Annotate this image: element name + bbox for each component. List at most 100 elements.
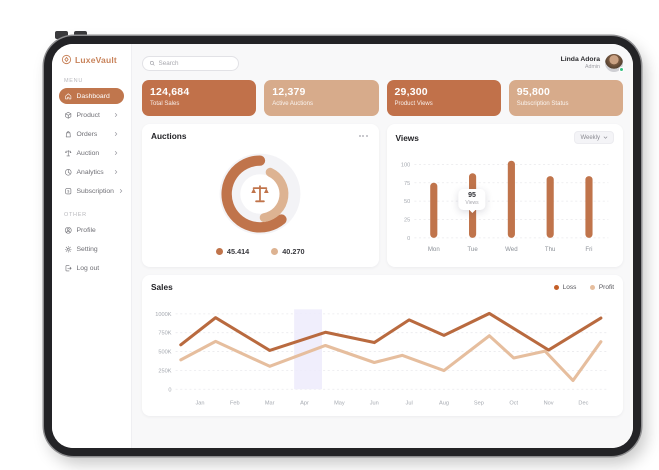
- svg-text:Tue: Tue: [467, 246, 478, 253]
- auctions-donut-chart: [151, 141, 370, 247]
- stat-card-product-views: 29,300 Product Views: [386, 80, 501, 116]
- more-options-icon[interactable]: [357, 132, 370, 140]
- stat-label: Total Sales: [150, 100, 180, 107]
- views-card: Views Weekly 0 25 50 75 100 Mon Tue Wed Thu Fri 9…: [386, 124, 623, 267]
- auction-icon: [64, 149, 73, 158]
- views-filter-dropdown[interactable]: Weekly: [574, 131, 614, 144]
- charts-row: Auctions 45.414 40.270 Views Weekly: [142, 124, 623, 267]
- logout-icon: [64, 264, 73, 273]
- sidebar-item-orders[interactable]: Orders: [59, 126, 124, 142]
- sidebar-item-product[interactable]: Product: [59, 107, 124, 123]
- svg-text:75: 75: [404, 181, 410, 187]
- stat-value: 29,300: [394, 86, 428, 98]
- sidebar-item-label: Dashboard: [76, 92, 110, 100]
- user-role: Admin: [584, 64, 600, 70]
- chevron-right-icon: [118, 188, 124, 194]
- sidebar-item-dashboard[interactable]: Dashboard: [59, 88, 124, 104]
- tooltip-value: 95: [468, 192, 476, 200]
- stat-card-active-auctions: 12,379 Active Auctions: [264, 80, 379, 116]
- menu-section-label: MENU: [64, 78, 83, 84]
- sidebar: LuxeVault MENU Dashboard Product Orders Auc…: [52, 44, 132, 448]
- tooltip-label: Views: [465, 200, 479, 207]
- sidebar-item-subscription[interactable]: $ Subscription: [59, 183, 124, 199]
- stat-value: 124,684: [150, 86, 190, 98]
- svg-text:Jun: Jun: [370, 401, 379, 407]
- legend-item: 45.414: [215, 247, 250, 256]
- auctions-card: Auctions 45.414 40.270: [142, 124, 379, 267]
- stats-row: 124,684 Total Sales 12,379 Active Auctions 2…: [142, 80, 623, 116]
- analytics-icon: [64, 168, 73, 177]
- user-menu[interactable]: Linda Adora Admin: [561, 54, 624, 72]
- other-nav: Profile Setting Log out: [59, 222, 124, 276]
- home-icon: [64, 92, 73, 101]
- chevron-down-icon: [603, 136, 608, 139]
- legend-dot: [554, 284, 560, 290]
- legend-item: 40.270: [271, 247, 305, 256]
- sidebar-item-label: Product: [76, 111, 100, 119]
- online-status-dot: [619, 67, 624, 72]
- svg-text:50: 50: [404, 199, 410, 205]
- legend-dot: [215, 248, 223, 255]
- avatar[interactable]: [605, 54, 624, 72]
- svg-text:$: $: [67, 189, 69, 193]
- sales-legend: Loss Profit: [554, 284, 614, 291]
- subscription-icon: $: [64, 187, 73, 196]
- legend-value: 40.270: [282, 247, 305, 256]
- sales-line-chart: 0 250K 500K 750K 1000K Jan Feb Mar Apr May Jun Jul A…: [151, 295, 614, 416]
- stat-value: 95,800: [516, 86, 551, 98]
- orders-icon: [64, 130, 73, 139]
- svg-text:Dec: Dec: [578, 401, 588, 407]
- svg-text:Nov: Nov: [544, 401, 554, 407]
- search-box[interactable]: [142, 55, 239, 71]
- sidebar-item-label: Setting: [76, 245, 98, 253]
- svg-text:Mar: Mar: [265, 401, 275, 407]
- auctions-title: Auctions: [151, 131, 187, 141]
- svg-text:0: 0: [168, 387, 171, 393]
- sidebar-item-label: Subscription: [76, 187, 114, 195]
- sidebar-item-label: Log out: [76, 264, 100, 272]
- dashboard-screen: LuxeVault MENU Dashboard Product Orders Auc…: [52, 44, 633, 448]
- stat-label: Product Views: [394, 100, 433, 107]
- sidebar-item-label: Auction: [76, 149, 100, 157]
- svg-text:750K: 750K: [158, 331, 171, 337]
- logo-text: LuxeVault: [75, 54, 117, 65]
- auctions-legend: 45.414 40.270: [151, 247, 370, 256]
- legend-dot: [590, 284, 596, 290]
- search-input[interactable]: [158, 59, 232, 67]
- sidebar-item-label: Analytics: [76, 168, 104, 176]
- svg-text:Jan: Jan: [195, 401, 204, 407]
- sidebar-item-label: Profile: [76, 226, 96, 234]
- views-title: Views: [395, 132, 419, 143]
- other-section-label: OTHER: [64, 212, 87, 218]
- svg-text:0: 0: [407, 236, 410, 242]
- settings-icon: [64, 245, 73, 254]
- views-bar-chart: 0 25 50 75 100 Mon Tue Wed Thu Fri 95 Views: [396, 146, 615, 260]
- legend-value: 45.414: [226, 247, 250, 256]
- chevron-right-icon: [113, 150, 119, 156]
- product-icon: [64, 111, 73, 120]
- legend-item-loss: Loss: [554, 284, 576, 291]
- sidebar-item-auction[interactable]: Auction: [59, 145, 124, 161]
- menu-nav: Dashboard Product Orders Auction Analytics $ S…: [59, 88, 124, 199]
- sidebar-item-profile[interactable]: Profile: [59, 222, 124, 238]
- user-info: Linda Adora Admin: [561, 56, 600, 70]
- search-icon: [149, 60, 155, 66]
- svg-text:25: 25: [404, 218, 410, 224]
- legend-dot: [271, 248, 279, 255]
- tablet-volume-button: [55, 31, 68, 39]
- svg-text:Aug: Aug: [439, 401, 449, 407]
- sidebar-item-log-out[interactable]: Log out: [59, 260, 124, 276]
- main-content: Linda Adora Admin 124,684 Total Sales 12,3…: [132, 44, 633, 448]
- sidebar-item-analytics[interactable]: Analytics: [59, 164, 124, 180]
- svg-text:Thu: Thu: [544, 246, 555, 253]
- svg-text:500K: 500K: [158, 350, 171, 356]
- svg-text:100: 100: [400, 162, 409, 168]
- stat-value: 12,379: [272, 86, 306, 98]
- svg-text:Fri: Fri: [585, 246, 592, 253]
- sales-title: Sales: [151, 282, 173, 292]
- svg-text:1000K: 1000K: [155, 312, 172, 318]
- stat-label: Subscription Status: [516, 100, 569, 107]
- stat-label: Active Auctions: [272, 100, 313, 107]
- sidebar-item-setting[interactable]: Setting: [59, 241, 124, 257]
- chevron-right-icon: [113, 112, 119, 118]
